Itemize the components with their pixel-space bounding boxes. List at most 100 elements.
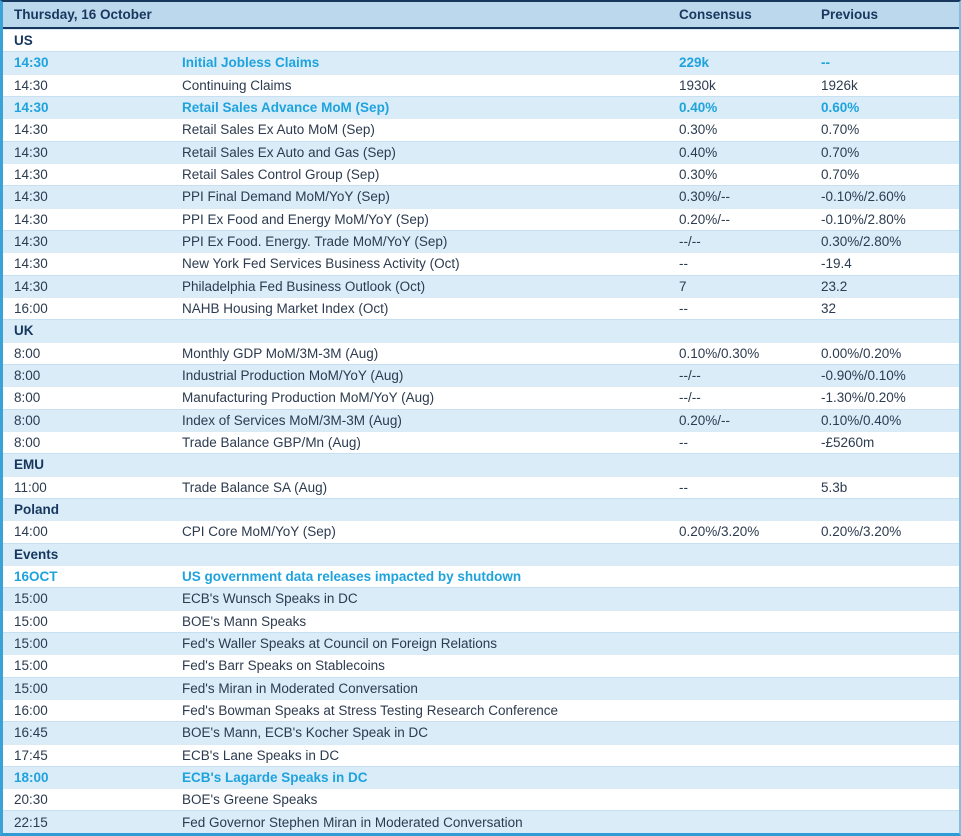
event-name: ECB's Lane Speaks in DC	[182, 747, 340, 763]
previous-value: -£5260m	[821, 435, 875, 451]
event-name: Continuing Claims	[182, 77, 292, 93]
event-time: 11:00	[14, 479, 47, 495]
section-row-poland: Poland	[3, 497, 959, 521]
event-name: Initial Jobless Claims	[182, 55, 320, 71]
event-name: US government data releases impacted by …	[182, 569, 522, 585]
event-row: 8:00 Industrial Production MoM/YoY (Aug) -…	[3, 363, 959, 387]
event-name: Fed's Barr Speaks on Stablecoins	[182, 658, 385, 674]
previous-value: -0.10%/2.60%	[821, 189, 906, 205]
event-row: 14:00 CPI Core MoM/YoY (Sep) 0.20%/3.20% 0.…	[3, 520, 959, 543]
event-row: 16:00 NAHB Housing Market Index (Oct) -- 32	[3, 296, 959, 320]
previous-value: 5.3b	[821, 479, 848, 495]
event-time: 14:30	[14, 256, 48, 272]
event-row: 14:30 Retail Sales Ex Auto MoM (Sep) 0.30%…	[3, 118, 959, 141]
event-row: 14:30 New York Fed Services Business Acti…	[3, 252, 959, 275]
event-name: Fed's Miran in Moderated Conversation	[182, 680, 418, 696]
event-name: BOE's Mann Speaks	[182, 613, 307, 629]
event-time: 14:30	[14, 167, 48, 183]
event-name: Trade Balance GBP/Mn (Aug)	[182, 435, 361, 451]
event-time: 15:00	[14, 658, 48, 674]
section-row-uk: UK	[3, 319, 959, 342]
event-name: Retail Sales Control Group (Sep)	[182, 167, 380, 183]
previous-value: -19.4	[821, 256, 852, 272]
previous-value: -0.90%/0.10%	[821, 368, 906, 384]
event-time: 15:00	[14, 613, 48, 629]
event-time: 16:00	[14, 301, 48, 317]
previous-value: 0.20%/3.20%	[821, 524, 902, 540]
consensus-value: 0.30%/--	[679, 189, 731, 205]
consensus-value: 0.30%	[679, 167, 718, 183]
event-time: 22:15	[14, 814, 48, 830]
event-name: Retail Sales Advance MoM (Sep)	[182, 100, 390, 116]
event-name: New York Fed Services Business Activity …	[182, 256, 460, 272]
event-name: Fed's Bowman Speaks at Stress Testing Re…	[182, 703, 559, 718]
event-time: 14:30	[14, 77, 48, 93]
event-row: 8:00 Monthly GDP MoM/3M-3M (Aug) 0.10%/0.3…	[3, 341, 959, 364]
section-label: EMU	[14, 457, 44, 473]
consensus-value: 7	[679, 278, 687, 294]
event-name: Fed Governor Stephen Miran in Moderated …	[182, 814, 523, 830]
consensus-value: --/--	[679, 368, 701, 384]
event-row: 15:00 Fed's Barr Speaks on Stablecoins	[3, 654, 959, 677]
previous-value: 0.70%	[821, 167, 860, 183]
event-name: Trade Balance SA (Aug)	[182, 479, 328, 495]
consensus-value: --	[679, 256, 688, 272]
event-name: ECB's Lagarde Speaks in DC	[182, 769, 368, 785]
event-name: NAHB Housing Market Index (Oct)	[182, 301, 389, 317]
consensus-value: 0.40%	[679, 100, 718, 116]
event-time: 14:30	[14, 122, 48, 138]
event-row: 14:30 Retail Sales Advance MoM (Sep) 0.40%…	[3, 95, 959, 119]
previous-value: --	[821, 55, 830, 71]
previous-value: 32	[821, 301, 837, 317]
section-row-us: US	[3, 29, 959, 52]
event-row: 8:00 Trade Balance GBP/Mn (Aug) -- -£5260m	[3, 430, 959, 454]
previous-value: 0.00%/0.20%	[821, 345, 902, 361]
event-name: CPI Core MoM/YoY (Sep)	[182, 524, 336, 540]
section-label: US	[14, 33, 33, 49]
event-row: 14:30 Retail Sales Ex Auto and Gas (Sep) 0…	[3, 140, 959, 163]
event-row: 16OCT US government data releases impacte…	[3, 564, 959, 588]
event-time: 8:00	[14, 368, 41, 384]
event-name: Retail Sales Ex Auto MoM (Sep)	[182, 122, 375, 138]
event-time: 17:45	[14, 747, 48, 763]
event-time: 14:30	[14, 234, 48, 250]
previous-value: 1926k	[821, 77, 858, 93]
event-row: 16:00 Fed's Bowman Speaks at Stress Testi…	[3, 698, 959, 722]
previous-value: -0.10%/2.80%	[821, 211, 906, 227]
table-header-row: Thursday, 16 October Consensus Previous	[3, 2, 959, 29]
event-row: 14:30 Continuing Claims 1930k 1926k	[3, 73, 959, 96]
previous-value: 0.60%	[821, 100, 860, 116]
event-time: 16OCT	[14, 569, 58, 585]
consensus-value: 0.20%/3.20%	[679, 524, 760, 540]
consensus-value: 229k	[679, 55, 710, 71]
event-time: 14:30	[14, 100, 49, 116]
event-row: 15:00 ECB's Wunsch Speaks in DC	[3, 587, 959, 610]
consensus-value: 0.10%/0.30%	[679, 345, 760, 361]
event-name: ECB's Wunsch Speaks in DC	[182, 591, 358, 607]
previous-value: 0.70%	[821, 144, 860, 160]
table-date-title: Thursday, 16 October	[14, 7, 152, 22]
event-name: Monthly GDP MoM/3M-3M (Aug)	[182, 345, 379, 361]
previous-value: -1.30%/0.20%	[821, 390, 906, 406]
event-row: 20:30 BOE's Greene Speaks	[3, 788, 959, 811]
event-row: 14:30 PPI Ex Food and Energy MoM/YoY (Sep…	[3, 207, 959, 230]
consensus-value: 0.20%/--	[679, 211, 731, 227]
consensus-value: 1930k	[679, 77, 716, 93]
previous-value: 0.30%/2.80%	[821, 234, 902, 250]
event-row: 14:30 Retail Sales Control Group (Sep) 0.3…	[3, 162, 959, 186]
previous-value: 0.10%/0.40%	[821, 412, 902, 428]
previous-value: 23.2	[821, 278, 848, 294]
event-time: 8:00	[14, 345, 41, 361]
event-time: 16:45	[14, 725, 48, 741]
event-time: 20:30	[14, 792, 48, 808]
event-row: 18:00 ECB's Lagarde Speaks in DC	[3, 765, 959, 789]
event-name: BOE's Greene Speaks	[182, 792, 318, 808]
event-time: 14:30	[14, 278, 48, 294]
event-time: 15:00	[14, 591, 48, 607]
event-name: PPI Final Demand MoM/YoY (Sep)	[182, 189, 390, 205]
event-time: 14:30	[14, 211, 48, 227]
section-label: Events	[14, 546, 59, 562]
consensus-column-header: Consensus	[679, 7, 752, 22]
consensus-value: --/--	[679, 390, 701, 406]
